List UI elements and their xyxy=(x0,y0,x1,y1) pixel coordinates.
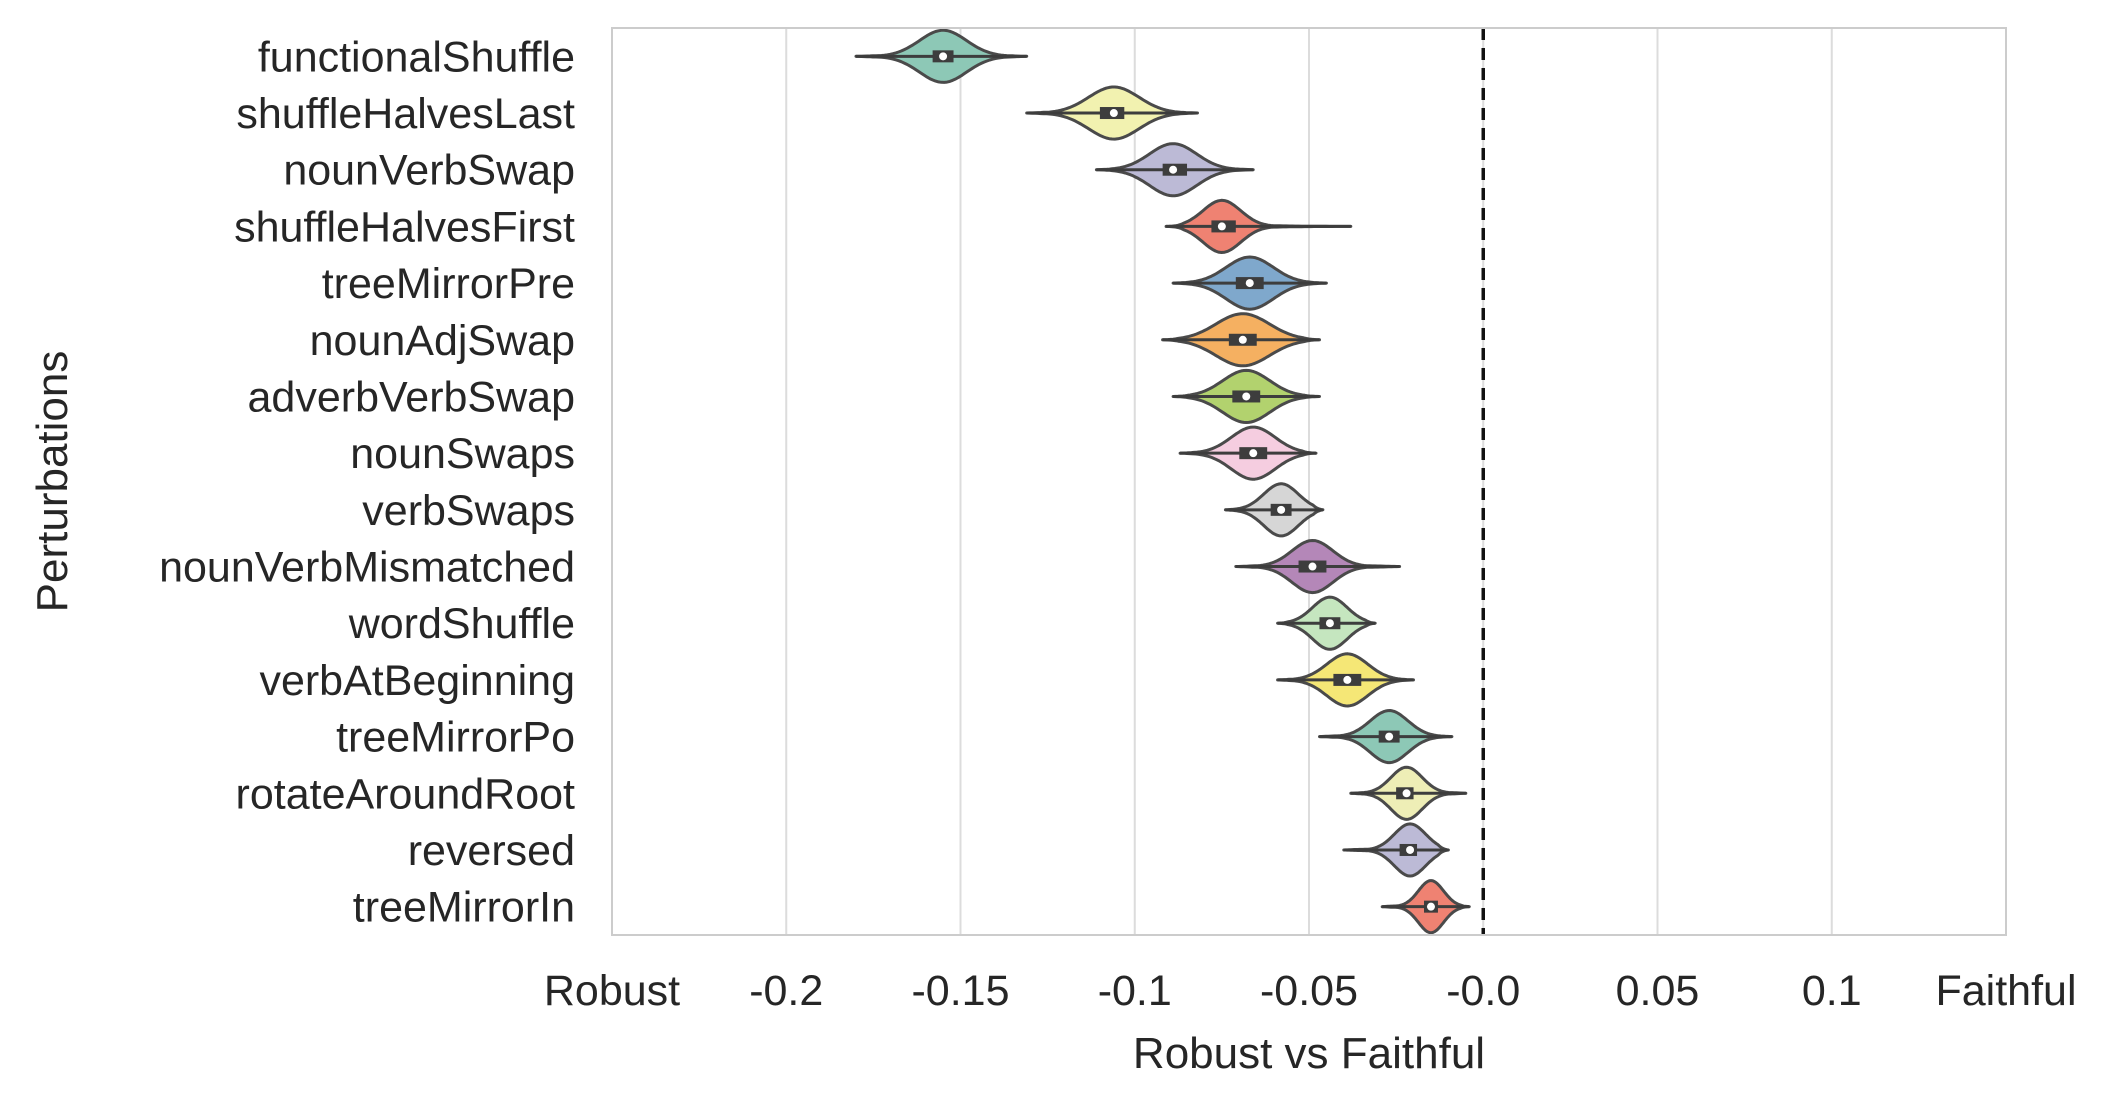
violin-median xyxy=(1242,392,1251,401)
violin-treeMirrorPre xyxy=(1171,255,1328,311)
y-axis-title: Perturbations xyxy=(28,351,77,613)
y-tick-label: nounVerbSwap xyxy=(283,147,575,195)
x-axis-title: Robust vs Faithful xyxy=(1133,1029,1485,1078)
x-tick-labels: Robust -0.2 -0.15 -0.1 -0.05 -0.0 0.05 0.1 Faith… xyxy=(544,967,2077,1015)
violin-nounSwaps xyxy=(1178,425,1318,481)
y-tick-label: reversed xyxy=(408,827,575,875)
violin-median xyxy=(1217,222,1226,231)
violin-adverbVerbSwap xyxy=(1171,368,1321,424)
y-tick-label: functionalShuffle xyxy=(258,33,575,81)
x-tick-label: Robust xyxy=(544,967,680,1015)
y-tick-label: treeMirrorPre xyxy=(322,260,575,308)
x-tick-label: -0.1 xyxy=(1098,967,1172,1015)
y-tick-label: nounAdjSwap xyxy=(310,317,575,365)
violin-median xyxy=(1277,505,1286,514)
violin-shuffleHalvesLast xyxy=(1025,85,1199,141)
y-tick-label: rotateAroundRoot xyxy=(236,770,575,818)
plot-frame xyxy=(611,27,2007,936)
x-tick-label: 0.1 xyxy=(1802,967,1862,1015)
violin-nounVerbSwap xyxy=(1094,142,1255,198)
x-tick-label: Faithful xyxy=(1935,967,2076,1015)
violin-median xyxy=(1385,732,1394,741)
violin-rotateAroundRoot xyxy=(1349,765,1468,821)
violin-verbAtBeginning xyxy=(1276,652,1415,708)
y-tick-label: nounSwaps xyxy=(350,430,575,478)
violin-median xyxy=(1426,902,1435,911)
y-tick-label: verbAtBeginning xyxy=(259,657,575,705)
y-tick-label: shuffleHalvesFirst xyxy=(234,203,575,251)
violin-treeMirrorIn xyxy=(1380,879,1471,935)
y-tick-label: shuffleHalvesLast xyxy=(236,90,575,138)
x-tick-label: -0.2 xyxy=(749,967,823,1015)
violin-treeMirrorPo xyxy=(1318,709,1454,765)
y-tick-label: adverbVerbSwap xyxy=(248,373,576,421)
violin-reversed xyxy=(1342,822,1450,878)
violin-median xyxy=(1238,335,1247,344)
y-tick-label: wordShuffle xyxy=(348,600,575,648)
grid-lines xyxy=(785,28,1833,935)
violin-functionalShuffle xyxy=(854,28,1029,84)
violin-median xyxy=(939,52,948,61)
x-tick-label: -0.05 xyxy=(1260,967,1358,1015)
x-tick-label: 0.05 xyxy=(1616,967,1700,1015)
violin-median xyxy=(1249,449,1258,458)
violin-median xyxy=(1343,675,1352,684)
violin-median xyxy=(1406,845,1415,854)
x-tick-label: -0.15 xyxy=(911,967,1009,1015)
x-tick-label: -0.0 xyxy=(1446,967,1520,1015)
y-tick-label: treeMirrorIn xyxy=(353,884,575,932)
violin-median xyxy=(1169,165,1178,174)
violin-verbSwaps xyxy=(1223,482,1325,538)
violin-median xyxy=(1402,789,1411,798)
violin-wordShuffle xyxy=(1276,595,1377,651)
violin-nounVerbMismatched xyxy=(1234,539,1402,595)
violin-nounAdjSwap xyxy=(1161,312,1321,368)
violin-median xyxy=(1308,562,1317,571)
violin-median xyxy=(1325,619,1334,628)
y-tick-labels: functionalShuffle shuffleHalvesLast nounVe… xyxy=(159,33,575,931)
violin-shuffleHalvesFirst xyxy=(1164,198,1353,254)
violin-median xyxy=(1245,279,1254,288)
y-tick-label: nounVerbMismatched xyxy=(159,544,575,592)
violins xyxy=(854,28,1485,935)
y-tick-label: verbSwaps xyxy=(362,487,575,535)
y-tick-label: treeMirrorPo xyxy=(336,714,575,762)
violin-median xyxy=(1109,109,1118,118)
